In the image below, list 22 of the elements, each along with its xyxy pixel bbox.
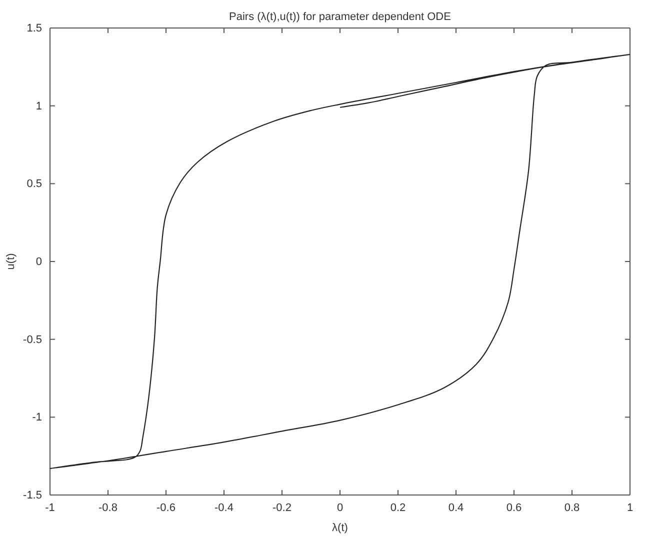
x-tick-label: -0.2 xyxy=(272,502,292,514)
x-tick-label: 0.4 xyxy=(448,502,464,514)
y-tick-label: 0 xyxy=(36,256,42,268)
y-tick-label: 1.5 xyxy=(26,22,42,35)
y-tick-label: -1.5 xyxy=(23,490,42,502)
y-tick-label: -0.5 xyxy=(23,334,42,346)
x-tick-label: -1 xyxy=(45,502,55,514)
line-series xyxy=(49,54,631,470)
y-tick-label: -1 xyxy=(32,412,42,424)
x-tick-label: -0.8 xyxy=(98,502,118,514)
x-tick-label: -0.6 xyxy=(156,502,176,514)
chart-title: Pairs (λ(t),u(t)) for parameter dependent ODE xyxy=(229,11,451,23)
y-tick-label: 1 xyxy=(36,100,42,112)
x-tick-label: 1 xyxy=(626,502,634,514)
x-tick-label: 0.2 xyxy=(390,502,406,514)
x-tick-label: 0 xyxy=(336,502,344,514)
x-tick-label: 0.6 xyxy=(506,502,522,514)
y-tick-label: 0.5 xyxy=(26,178,42,190)
x-axis-title: λ(t) xyxy=(332,522,348,534)
y-axis-title: u(t) xyxy=(5,253,17,270)
x-tick-label: 0.8 xyxy=(564,502,580,514)
x-tick-label: -0.4 xyxy=(214,502,234,514)
